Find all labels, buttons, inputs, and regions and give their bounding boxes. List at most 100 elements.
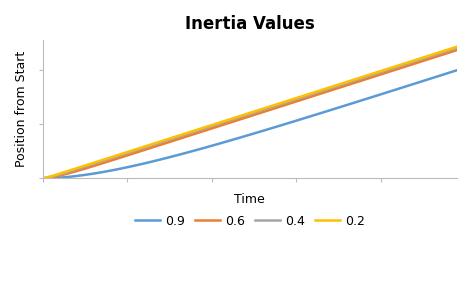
- 0.9: [302, 116, 308, 120]
- 0.4: [387, 68, 392, 71]
- 0.4: [150, 143, 155, 147]
- 0.2: [378, 69, 384, 73]
- 0.4: [404, 62, 409, 66]
- 0.9: [277, 124, 282, 127]
- 0.9: [124, 166, 130, 169]
- 0.4: [260, 108, 265, 112]
- 0.2: [184, 131, 189, 135]
- 0.9: [91, 172, 96, 175]
- 0.6: [361, 78, 367, 82]
- 0.2: [133, 148, 138, 151]
- 0.6: [91, 164, 96, 168]
- 0.9: [218, 142, 223, 145]
- 0.4: [454, 46, 460, 50]
- 0.6: [429, 56, 434, 60]
- 0.2: [260, 107, 265, 111]
- 0.2: [336, 83, 341, 86]
- 0.9: [268, 127, 274, 130]
- 0.2: [294, 96, 299, 100]
- 0.2: [82, 164, 88, 167]
- 0.4: [353, 79, 358, 82]
- 0.4: [175, 135, 181, 139]
- 0.4: [65, 170, 71, 174]
- 0.6: [344, 84, 350, 87]
- 0.2: [285, 99, 291, 103]
- 0.6: [370, 76, 375, 79]
- 0.6: [446, 51, 451, 54]
- 0.9: [150, 160, 155, 163]
- 0.4: [243, 114, 248, 117]
- 0.2: [201, 126, 206, 129]
- 0.9: [65, 175, 71, 179]
- 0.6: [412, 62, 418, 65]
- 0.9: [184, 151, 189, 154]
- 0.4: [344, 81, 350, 85]
- 0.4: [40, 177, 45, 180]
- 0.2: [91, 161, 96, 165]
- 0.4: [294, 97, 299, 101]
- 0.9: [370, 95, 375, 99]
- 0.2: [353, 78, 358, 81]
- 0.9: [294, 119, 299, 122]
- 0.4: [285, 100, 291, 103]
- 0.6: [404, 65, 409, 68]
- 0.2: [74, 167, 79, 170]
- 0.4: [361, 76, 367, 79]
- Y-axis label: Position from Start: Position from Start: [15, 51, 28, 167]
- 0.9: [116, 167, 121, 171]
- 0.4: [91, 162, 96, 166]
- 0.6: [277, 105, 282, 109]
- 0.6: [260, 111, 265, 114]
- 0.4: [268, 105, 274, 109]
- 0.6: [74, 170, 79, 173]
- 0.9: [327, 109, 333, 112]
- 0.4: [108, 157, 113, 160]
- 0.2: [412, 58, 418, 62]
- 0.9: [454, 68, 460, 72]
- 0.4: [74, 168, 79, 171]
- 0.9: [285, 121, 291, 125]
- Line: 0.6: 0.6: [42, 50, 457, 178]
- 0.4: [319, 89, 325, 93]
- 0.6: [133, 151, 138, 154]
- 0.2: [344, 80, 350, 84]
- 0.2: [387, 67, 392, 70]
- 0.2: [124, 150, 130, 154]
- 0.2: [167, 137, 172, 140]
- 0.2: [268, 104, 274, 108]
- 0.6: [82, 167, 88, 170]
- 0.4: [124, 152, 130, 155]
- 0.2: [395, 64, 401, 67]
- 0.4: [429, 54, 434, 58]
- 0.2: [327, 86, 333, 89]
- 0.6: [387, 70, 392, 74]
- 0.9: [158, 158, 164, 161]
- 0.9: [243, 134, 248, 138]
- 0.6: [57, 174, 62, 177]
- 0.6: [294, 100, 299, 103]
- 0.2: [57, 172, 62, 175]
- 0.2: [251, 110, 257, 113]
- 0.9: [344, 103, 350, 107]
- 0.2: [226, 118, 231, 121]
- 0.2: [192, 129, 198, 132]
- Line: 0.4: 0.4: [42, 48, 457, 178]
- 0.9: [251, 132, 257, 135]
- 0.9: [311, 114, 316, 117]
- 0.4: [201, 127, 206, 131]
- 0.4: [234, 116, 240, 120]
- 0.4: [311, 92, 316, 95]
- 0.9: [175, 153, 181, 157]
- 0.9: [260, 129, 265, 133]
- 0.9: [404, 85, 409, 88]
- 0.9: [446, 71, 451, 75]
- 0.2: [234, 115, 240, 119]
- 0.6: [184, 135, 189, 138]
- 0.4: [226, 119, 231, 123]
- 0.4: [277, 103, 282, 106]
- 0.6: [327, 89, 333, 92]
- 0.6: [201, 129, 206, 133]
- 0.2: [319, 88, 325, 92]
- 0.2: [218, 121, 223, 124]
- 0.2: [158, 140, 164, 143]
